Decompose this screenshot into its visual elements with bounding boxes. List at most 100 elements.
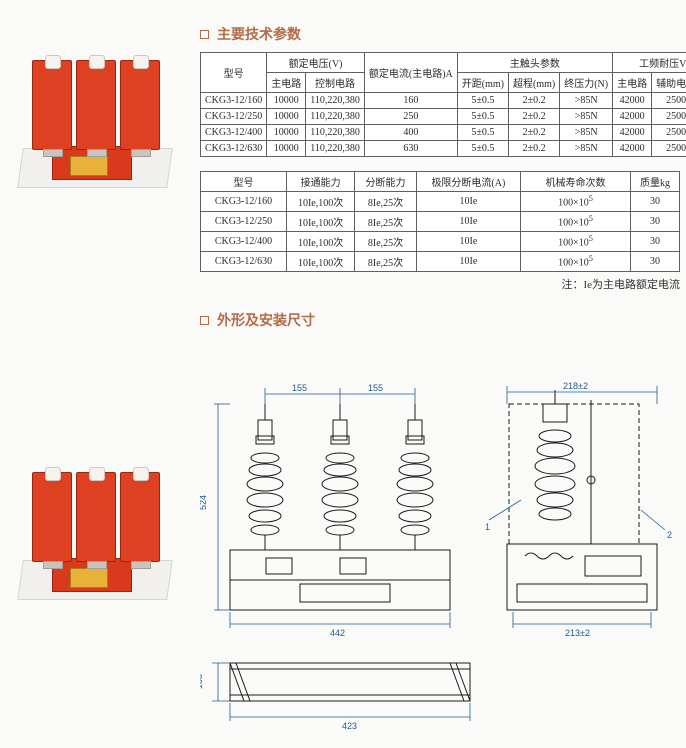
table-cell: 10Ie,100次 xyxy=(287,232,355,252)
bullet-square-icon xyxy=(200,30,209,39)
table-cell: 110,220,380 xyxy=(306,93,365,109)
section-header-dims: 外形及安装尺寸 xyxy=(200,310,672,330)
table-cell: CKG3-12/160 xyxy=(201,93,267,109)
table-row: CKG3-12/40010Ie,100次8Ie,25次10Ie100×10530 xyxy=(201,232,680,252)
dim-218: 218±2 xyxy=(563,381,588,391)
section-title: 主要技术参数 xyxy=(217,24,301,44)
table-cell: 110,220,380 xyxy=(306,109,365,125)
table-cell: 30 xyxy=(630,212,679,232)
table-cell: 2±0.2 xyxy=(508,109,559,125)
params-table-1: 型号 额定电压(V) 额定电流(主电路)A 主触头参数 工频耐压V(有效值) 主… xyxy=(200,52,686,157)
table-row: CKG3-12/16010Ie,100次8Ie,25次10Ie100×10530 xyxy=(201,192,680,212)
table-cell: 42000 xyxy=(613,141,652,157)
table-cell: 10Ie,100次 xyxy=(287,252,355,272)
th-over: 超程(mm) xyxy=(508,73,559,93)
table-cell: CKG3-12/630 xyxy=(201,252,287,272)
table-cell: 2500 xyxy=(652,125,686,141)
table-note: 注：Ie为主电路额定电流 xyxy=(200,276,680,292)
product-photo-2 xyxy=(12,450,182,610)
table-cell: CKG3-12/250 xyxy=(201,212,287,232)
table-cell: 10Ie xyxy=(416,232,520,252)
table-cell: 42000 xyxy=(613,93,652,109)
table-cell: 110,220,380 xyxy=(306,125,365,141)
table-cell: 2500 xyxy=(652,141,686,157)
th2-break: 分断能力 xyxy=(355,172,417,192)
table-cell: 10000 xyxy=(267,109,306,125)
table-row: CKG3-12/40010000110,220,3804005±0.52±0.2… xyxy=(201,125,686,141)
table-cell: 160 xyxy=(364,93,457,109)
callout-2: 2 xyxy=(667,530,672,540)
params-table-2: 型号 接通能力 分断能力 极限分断电流(A) 机械寿命次数 质量kg CKG3-… xyxy=(200,171,680,272)
th-vmain: 主电路 xyxy=(267,73,306,93)
table-cell: 42000 xyxy=(613,109,652,125)
table-cell: 5±0.5 xyxy=(457,141,508,157)
table-cell: 630 xyxy=(364,141,457,157)
table-row: CKG3-12/25010Ie,100次8Ie,25次10Ie100×10530 xyxy=(201,212,680,232)
dimension-drawings: 155 155 524 442 xyxy=(200,380,670,740)
dim-155a: 155 xyxy=(292,383,307,393)
table-cell: CKG3-12/630 xyxy=(201,141,267,157)
dim-100: 100 xyxy=(200,674,204,689)
th2-life: 机械寿命次数 xyxy=(520,172,630,192)
table-cell: 30 xyxy=(630,232,679,252)
th-pfaux: 辅助电路 xyxy=(652,73,686,93)
table-cell: 5±0.5 xyxy=(457,125,508,141)
table-cell: 100×105 xyxy=(520,232,630,252)
table-cell: CKG3-12/250 xyxy=(201,109,267,125)
table-cell: 8Ie,25次 xyxy=(355,252,417,272)
table-cell: 8Ie,25次 xyxy=(355,192,417,212)
section-header-params: 主要技术参数 xyxy=(200,24,672,44)
bullet-square-icon xyxy=(200,316,209,325)
th-voltage-group: 额定电压(V) xyxy=(267,53,365,73)
table-cell: 2±0.2 xyxy=(508,141,559,157)
table-cell: 10Ie xyxy=(416,212,520,232)
section-title: 外形及安装尺寸 xyxy=(217,310,315,330)
table-row: CKG3-12/63010Ie,100次8Ie,25次10Ie100×10530 xyxy=(201,252,680,272)
table-cell: >85N xyxy=(560,141,613,157)
th2-limit: 极限分断电流(A) xyxy=(416,172,520,192)
table-cell: 2500 xyxy=(652,93,686,109)
th-model: 型号 xyxy=(201,53,267,93)
dim-423: 423 xyxy=(342,721,357,731)
th2-model: 型号 xyxy=(201,172,287,192)
table-cell: 2500 xyxy=(652,109,686,125)
table-cell: 100×105 xyxy=(520,252,630,272)
table-cell: 110,220,380 xyxy=(306,141,365,157)
table-cell: CKG3-12/160 xyxy=(201,192,287,212)
table-cell: 30 xyxy=(630,192,679,212)
table-cell: 10Ie xyxy=(416,252,520,272)
th-gap: 开距(mm) xyxy=(457,73,508,93)
table-cell: CKG3-12/400 xyxy=(201,125,267,141)
th-contact-group: 主触头参数 xyxy=(457,53,612,73)
table-cell: 5±0.5 xyxy=(457,109,508,125)
table-cell: 10Ie,100次 xyxy=(287,192,355,212)
table-cell: >85N xyxy=(560,125,613,141)
table-cell: 10000 xyxy=(267,125,306,141)
th2-mass: 质量kg xyxy=(630,172,679,192)
table-cell: CKG3-12/400 xyxy=(201,232,287,252)
table-cell: >85N xyxy=(560,109,613,125)
table-cell: 100×105 xyxy=(520,192,630,212)
th-pfmain: 主电路 xyxy=(613,73,652,93)
th-vctrl: 控制电路 xyxy=(306,73,365,93)
table-cell: 2±0.2 xyxy=(508,125,559,141)
table-row: CKG3-12/63010000110,220,3806305±0.52±0.2… xyxy=(201,141,686,157)
dim-442: 442 xyxy=(330,628,345,638)
table-cell: 10000 xyxy=(267,141,306,157)
th2-make: 接通能力 xyxy=(287,172,355,192)
table-cell: 30 xyxy=(630,252,679,272)
th-current: 额定电流(主电路)A xyxy=(364,53,457,93)
table-cell: 2±0.2 xyxy=(508,93,559,109)
dim-524: 524 xyxy=(200,495,208,510)
th-force: 终压力(N) xyxy=(560,73,613,93)
table-cell: 250 xyxy=(364,109,457,125)
table-cell: 10Ie xyxy=(416,192,520,212)
table-cell: 5±0.5 xyxy=(457,93,508,109)
dim-213: 213±2 xyxy=(565,628,590,638)
table-cell: 10Ie,100次 xyxy=(287,212,355,232)
table-cell: >85N xyxy=(560,93,613,109)
table-row: CKG3-12/25010000110,220,3802505±0.52±0.2… xyxy=(201,109,686,125)
dim-155b: 155 xyxy=(368,383,383,393)
th-pf-group: 工频耐压V(有效值) xyxy=(613,53,686,73)
table-cell: 10000 xyxy=(267,93,306,109)
